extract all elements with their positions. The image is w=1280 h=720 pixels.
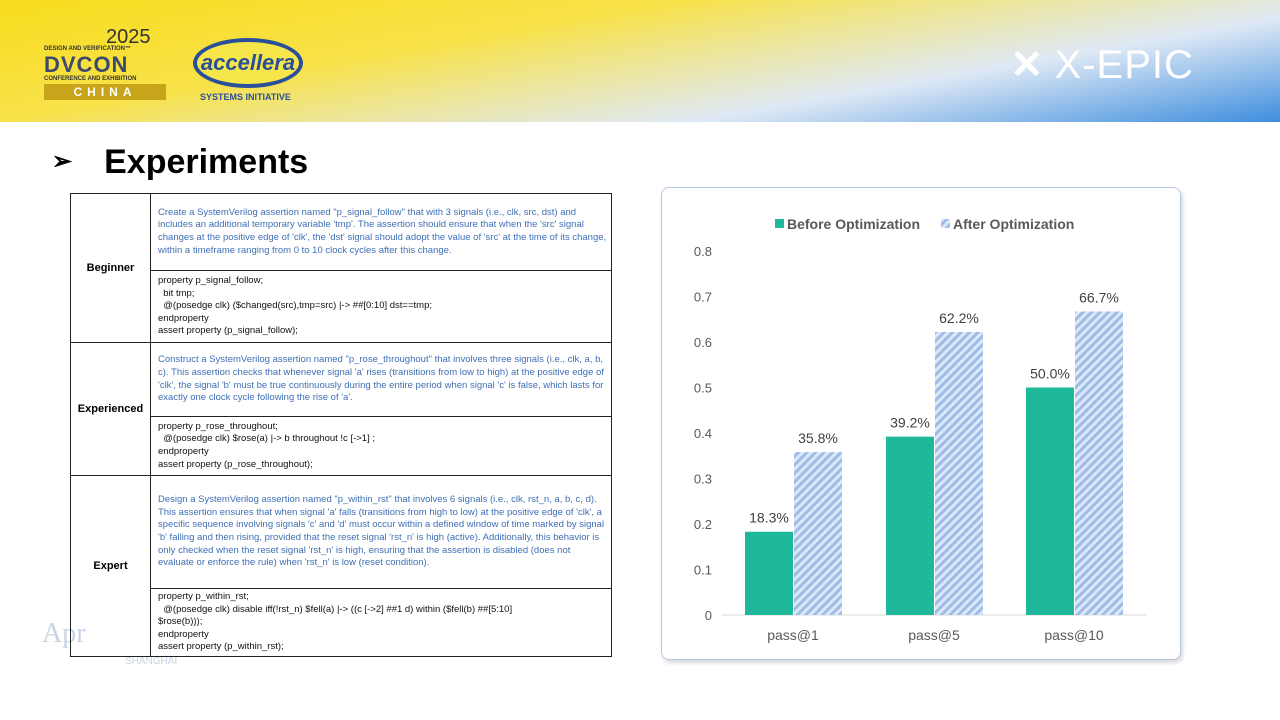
y-tick-label: 0.7 [694,290,712,305]
dvcon-logo: 2025 DESIGN AND VERIFICATION™ DVCON CONF… [44,26,166,100]
y-tick-label: 0.5 [694,381,712,396]
data-label: 18.3% [749,510,789,526]
data-label: 39.2% [890,415,930,431]
prompt-cell: Create a SystemVerilog assertion named "… [150,193,612,271]
code-cell: property p_rose_throughout; @(posedge cl… [150,416,612,476]
legend-swatch-after [941,219,950,228]
code-cell: property p_within_rst; @(posedge clk) di… [150,588,612,657]
prompt-cell: Design a SystemVerilog assertion named "… [150,475,612,589]
x-tick-label: pass@1 [767,627,819,643]
experiment-table: Beginner Create a SystemVerilog assertion… [70,193,612,657]
bar-after [935,331,983,615]
watermark-city: SHANGHAI [125,656,178,667]
bar-after [1075,311,1123,615]
xepic-logo: ✕ X-EPIC [1010,42,1194,88]
accellera-logo: accellera [193,38,303,88]
legend-label-before: Before Optimization [787,216,920,232]
y-tick-label: 0.4 [694,426,712,441]
xepic-name: X-EPIC [1054,43,1194,87]
y-tick-label: 0 [705,608,712,623]
dvcon-sub: CONFERENCE AND EXHIBITION [44,76,137,82]
level-cell: Experienced [70,342,151,476]
arrow-bullet-icon: ➢ [52,148,73,175]
data-label: 35.8% [798,430,838,446]
bar-before [886,436,934,615]
bar-before [745,531,793,615]
level-cell: Beginner [70,193,151,343]
dvcon-tagline: DESIGN AND VERIFICATION™ [44,46,132,52]
x-tick-label: pass@10 [1044,627,1104,643]
y-tick-label: 0.2 [694,517,712,532]
bar-after [794,452,842,615]
legend-label-after: After Optimization [953,216,1074,232]
bar-before [1026,387,1074,615]
data-label: 62.2% [939,310,979,326]
level-cell: Expert [70,475,151,657]
dvcon-year: 2025 [106,26,151,48]
data-label: 50.0% [1030,366,1070,382]
code-cell: property p_signal_follow; bit tmp; @(pos… [150,270,612,343]
slide-title-text: Experiments [104,143,309,181]
y-tick-label: 0.1 [694,563,712,578]
legend-swatch-before [775,219,784,228]
dvcon-name: DVCON [44,52,129,77]
prompt-cell: Construct a SystemVerilog assertion name… [150,342,612,417]
data-label: 66.7% [1079,290,1119,306]
slide-title: ➢ Experiments [52,143,308,182]
y-tick-label: 0.6 [694,335,712,350]
bar-chart: Before Optimization After Optimization 0… [694,216,1147,643]
y-tick-label: 0.8 [694,244,712,259]
x-tick-label: pass@5 [908,627,960,643]
chart-card: Before Optimization After Optimization 0… [661,187,1181,660]
accellera-sub: SYSTEMS INITIATIVE [200,92,291,102]
y-tick-label: 0.3 [694,472,712,487]
xepic-mark-icon: ✕ [1010,43,1045,87]
dvcon-region: CHINA [44,84,166,100]
